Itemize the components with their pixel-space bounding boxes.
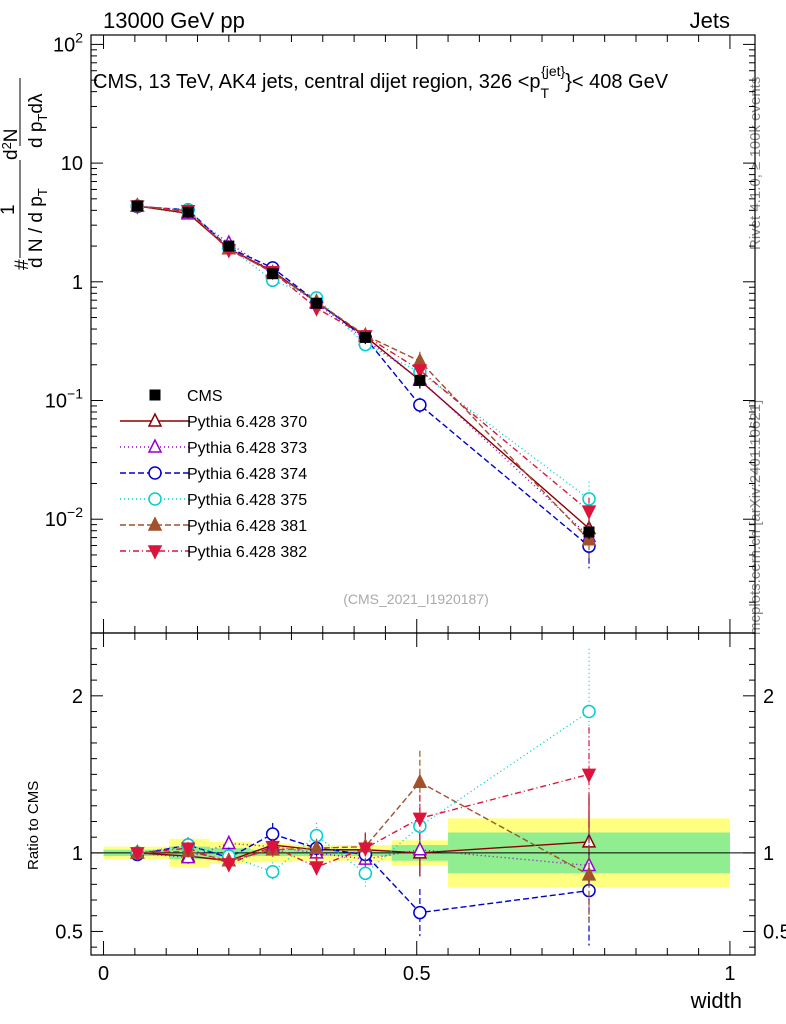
main-y-tick-label: 1	[72, 272, 83, 294]
legend-marker	[147, 412, 163, 427]
legend-label: Pythia 6.428 370	[187, 414, 307, 431]
cms-data-point	[223, 240, 235, 252]
y-label-frac-den: d N / d pT	[26, 188, 50, 268]
series-2-ratio-point	[412, 841, 428, 856]
x-tick-label: 0.5	[403, 963, 431, 985]
legend-item: Pythia 6.428 382	[120, 544, 307, 561]
ratio-y-tick-label: 2	[72, 686, 83, 708]
series-5-main-line	[137, 205, 590, 541]
series-3-ratio-line	[137, 833, 590, 914]
ratio-y-tick-label-right: 1	[763, 843, 774, 865]
series-5-ratio-point	[412, 773, 428, 788]
legend-item: Pythia 6.428 370	[120, 412, 307, 431]
series-6-ratio-point	[412, 812, 428, 828]
legend-item: Pythia 6.428 375	[120, 492, 307, 509]
series-4-ratio-point	[265, 865, 280, 879]
cms-data-point	[359, 331, 371, 343]
series-2-ratio-line	[137, 842, 590, 867]
series-6-ratio-point	[265, 840, 280, 856]
cms-data-point	[131, 200, 143, 212]
y-label-hash: #	[12, 259, 33, 270]
series-6-ratio-point	[358, 842, 373, 857]
series-3-ratio-point	[265, 827, 280, 841]
legend-item: CMS	[149, 388, 223, 405]
main-y-tick-label: 10	[61, 153, 83, 175]
series-6-ratio-point	[180, 842, 196, 857]
cms-data-point	[267, 268, 279, 280]
series-6-ratio-line	[137, 773, 590, 868]
series-6-main-line	[137, 205, 590, 512]
series-3-main-line	[137, 205, 590, 547]
series-2-main-line	[137, 205, 590, 537]
series-3-ratio-point	[413, 905, 427, 920]
series-6-ratio-point	[309, 861, 324, 876]
series-3-main-point	[413, 398, 427, 412]
cms-data-point	[182, 206, 194, 218]
legend-label: Pythia 6.428 373	[187, 440, 307, 457]
series-5-ratio-line	[137, 781, 590, 876]
legend: CMS Pythia 6.428 370 Pythia 6.428 373 Pythi…	[120, 388, 307, 561]
energy-label: 13000 GeV pp	[103, 8, 245, 33]
y-label-frac2-den: d pTdλ	[26, 93, 50, 148]
legend-item: Pythia 6.428 373	[120, 438, 307, 457]
analysis-tag: (CMS_2021_I1920187)	[343, 591, 489, 607]
series-6-ratio-point	[221, 858, 237, 873]
cms-data-point	[414, 374, 426, 386]
legend-marker	[147, 438, 163, 453]
main-y-tick-label: 102	[53, 29, 83, 56]
x-axis-label: width	[690, 988, 742, 1013]
chart-title: CMS, 13 TeV, AK4 jets, central dijet reg…	[93, 63, 669, 101]
legend-marker-cms	[149, 389, 161, 401]
main-y-tick-label: 10−1	[45, 386, 83, 413]
series-4-ratio-point	[582, 704, 596, 719]
y-label-frac-num: 1	[0, 204, 19, 215]
ratio-y-tick-label-right: 2	[763, 686, 774, 708]
legend-label: CMS	[187, 388, 223, 405]
legend-marker	[147, 516, 163, 531]
series-4-ratio-line	[137, 710, 590, 875]
legend-marker	[147, 545, 163, 560]
legend-marker	[148, 492, 162, 506]
ratio-plot-frame	[90, 632, 756, 956]
cms-data-point	[311, 297, 323, 309]
x-tick-label: 0	[98, 963, 109, 985]
series-6-main-point	[581, 505, 597, 520]
chart-marks: 102 10 1 10−1 10−2 0 0.5 1 0.5 0.5 1 1 2 2	[45, 29, 786, 985]
legend-item: Pythia 6.428 381	[120, 516, 307, 535]
series-4-ratio-point	[358, 866, 373, 881]
series-5-ratio-point	[309, 839, 324, 854]
process-label: Jets	[690, 8, 730, 33]
legend-marker	[148, 466, 162, 480]
legend-label: Pythia 6.428 382	[187, 544, 307, 561]
legend-item: Pythia 6.428 374	[120, 466, 307, 483]
x-tick-label: 1	[724, 963, 735, 985]
series-6-ratio-point	[130, 847, 145, 862]
legend-label: Pythia 6.428 381	[187, 518, 307, 535]
legend-label: Pythia 6.428 374	[187, 466, 307, 483]
legend-label: Pythia 6.428 375	[187, 492, 307, 509]
series-6-ratio-point	[581, 768, 597, 784]
main-y-axis-label: # 1 d N / d pT d2N d pTdλ	[0, 78, 50, 270]
y-label-frac2-num: d2N	[0, 128, 22, 160]
series-6-main-point	[412, 364, 428, 379]
ratio-y-tick-label: 1	[72, 843, 83, 865]
ratio-y-tick-label-right: 0.5	[763, 921, 786, 943]
ratio-y-tick-label: 0.5	[55, 921, 83, 943]
ratio-y-label: Ratio to CMS	[25, 781, 42, 870]
series-5-ratio-point	[581, 866, 597, 881]
cms-data-point	[583, 526, 595, 538]
main-y-tick-label: 10−2	[45, 504, 83, 531]
